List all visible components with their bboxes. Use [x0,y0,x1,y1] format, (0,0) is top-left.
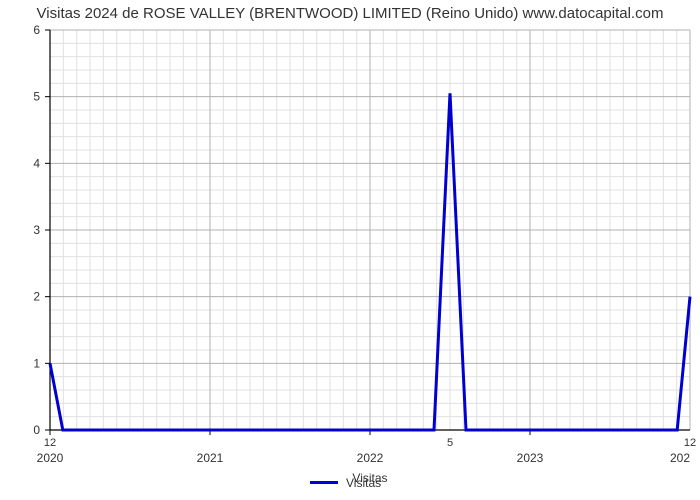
y-tick-label: 1 [33,356,40,370]
x-tick-label: 2021 [197,451,224,465]
chart-container: 0123456202020212022202320212512Visitas 2… [0,0,700,500]
y-tick-label: 5 [33,90,40,104]
x-tick-label: 2020 [37,451,64,465]
y-tick-label: 6 [33,23,40,37]
y-tick-label: 4 [33,156,40,170]
point-label: 5 [447,437,453,449]
chart-title: Visitas 2024 de ROSE VALLEY (BRENTWOOD) … [37,5,664,22]
x-tick-label: 2022 [357,451,384,465]
point-label: 12 [684,437,696,449]
y-tick-label: 3 [33,223,40,237]
point-label: 12 [44,437,56,449]
y-tick-label: 2 [33,290,40,304]
chart-background [0,0,700,500]
y-tick-label: 0 [33,423,40,437]
x-tick-label: 2023 [517,451,544,465]
legend-swatch [310,481,338,484]
x-tick-label: 202 [670,451,690,465]
legend-label: Visitas [346,476,381,490]
visits-line-chart: 0123456202020212022202320212512Visitas 2… [0,0,700,500]
